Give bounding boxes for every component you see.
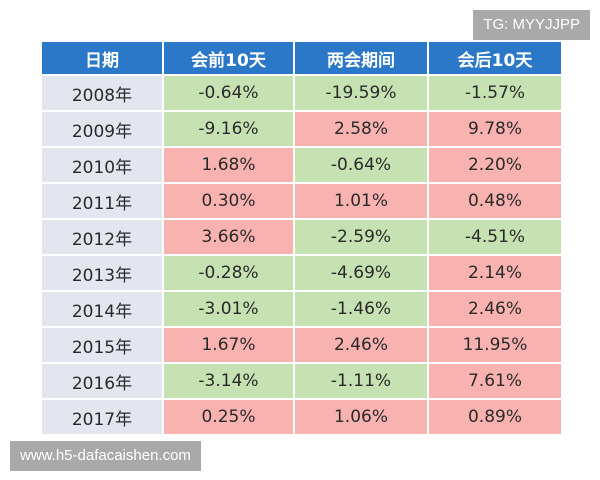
after-cell: 2.20% bbox=[427, 146, 563, 184]
table-row: 2015年 1.67% 2.46% 11.95% bbox=[40, 326, 563, 364]
table-row: 2012年 3.66% -2.59% -4.51% bbox=[40, 218, 563, 256]
year-cell: 2008年 bbox=[40, 74, 164, 112]
returns-table: 日期 会前10天 两会期间 会后10天 2008年 -0.64% -19.59% -1… bbox=[40, 40, 563, 436]
during-cell: -2.59% bbox=[293, 218, 429, 256]
after-cell: 11.95% bbox=[427, 326, 563, 364]
year-cell: 2011年 bbox=[40, 182, 164, 220]
before-cell: 1.67% bbox=[162, 326, 295, 364]
before-cell: -3.14% bbox=[162, 362, 295, 400]
before-cell: -3.01% bbox=[162, 290, 295, 328]
table-row: 2014年 -3.01% -1.46% 2.46% bbox=[40, 290, 563, 328]
before-cell: 0.30% bbox=[162, 182, 295, 220]
after-cell: 7.61% bbox=[427, 362, 563, 400]
during-cell: -1.11% bbox=[293, 362, 429, 400]
header-row: 日期 会前10天 两会期间 会后10天 bbox=[40, 40, 563, 76]
year-cell: 2017年 bbox=[40, 398, 164, 436]
before-cell: -9.16% bbox=[162, 110, 295, 148]
table-row: 2016年 -3.14% -1.11% 7.61% bbox=[40, 362, 563, 400]
before-cell: 1.68% bbox=[162, 146, 295, 184]
after-cell: 2.46% bbox=[427, 290, 563, 328]
during-cell: -19.59% bbox=[293, 74, 429, 112]
header-during: 两会期间 bbox=[293, 40, 429, 76]
year-cell: 2009年 bbox=[40, 110, 164, 148]
header-date: 日期 bbox=[40, 40, 164, 76]
watermark-tg: TG: MYYJJPP bbox=[473, 10, 590, 40]
during-cell: -0.64% bbox=[293, 146, 429, 184]
after-cell: -1.57% bbox=[427, 74, 563, 112]
during-cell: -1.46% bbox=[293, 290, 429, 328]
watermark-url: www.h5-dafacaishen.com bbox=[10, 441, 201, 471]
during-cell: 1.06% bbox=[293, 398, 429, 436]
year-cell: 2016年 bbox=[40, 362, 164, 400]
header-after: 会后10天 bbox=[427, 40, 563, 76]
table-row: 2008年 -0.64% -19.59% -1.57% bbox=[40, 74, 563, 112]
year-cell: 2013年 bbox=[40, 254, 164, 292]
before-cell: -0.64% bbox=[162, 74, 295, 112]
before-cell: 3.66% bbox=[162, 218, 295, 256]
year-cell: 2010年 bbox=[40, 146, 164, 184]
year-cell: 2012年 bbox=[40, 218, 164, 256]
header-before: 会前10天 bbox=[162, 40, 295, 76]
after-cell: 2.14% bbox=[427, 254, 563, 292]
table-row: 2013年 -0.28% -4.69% 2.14% bbox=[40, 254, 563, 292]
table-row: 2009年 -9.16% 2.58% 9.78% bbox=[40, 110, 563, 148]
before-cell: -0.28% bbox=[162, 254, 295, 292]
before-cell: 0.25% bbox=[162, 398, 295, 436]
during-cell: 2.58% bbox=[293, 110, 429, 148]
during-cell: 2.46% bbox=[293, 326, 429, 364]
table-row: 2011年 0.30% 1.01% 0.48% bbox=[40, 182, 563, 220]
during-cell: 1.01% bbox=[293, 182, 429, 220]
table-body: 2008年 -0.64% -19.59% -1.57% 2009年 -9.16% 2.58%… bbox=[40, 74, 563, 436]
year-cell: 2014年 bbox=[40, 290, 164, 328]
year-cell: 2015年 bbox=[40, 326, 164, 364]
after-cell: 0.48% bbox=[427, 182, 563, 220]
after-cell: 9.78% bbox=[427, 110, 563, 148]
after-cell: -4.51% bbox=[427, 218, 563, 256]
table-row: 2017年 0.25% 1.06% 0.89% bbox=[40, 398, 563, 436]
after-cell: 0.89% bbox=[427, 398, 563, 436]
during-cell: -4.69% bbox=[293, 254, 429, 292]
table-row: 2010年 1.68% -0.64% 2.20% bbox=[40, 146, 563, 184]
